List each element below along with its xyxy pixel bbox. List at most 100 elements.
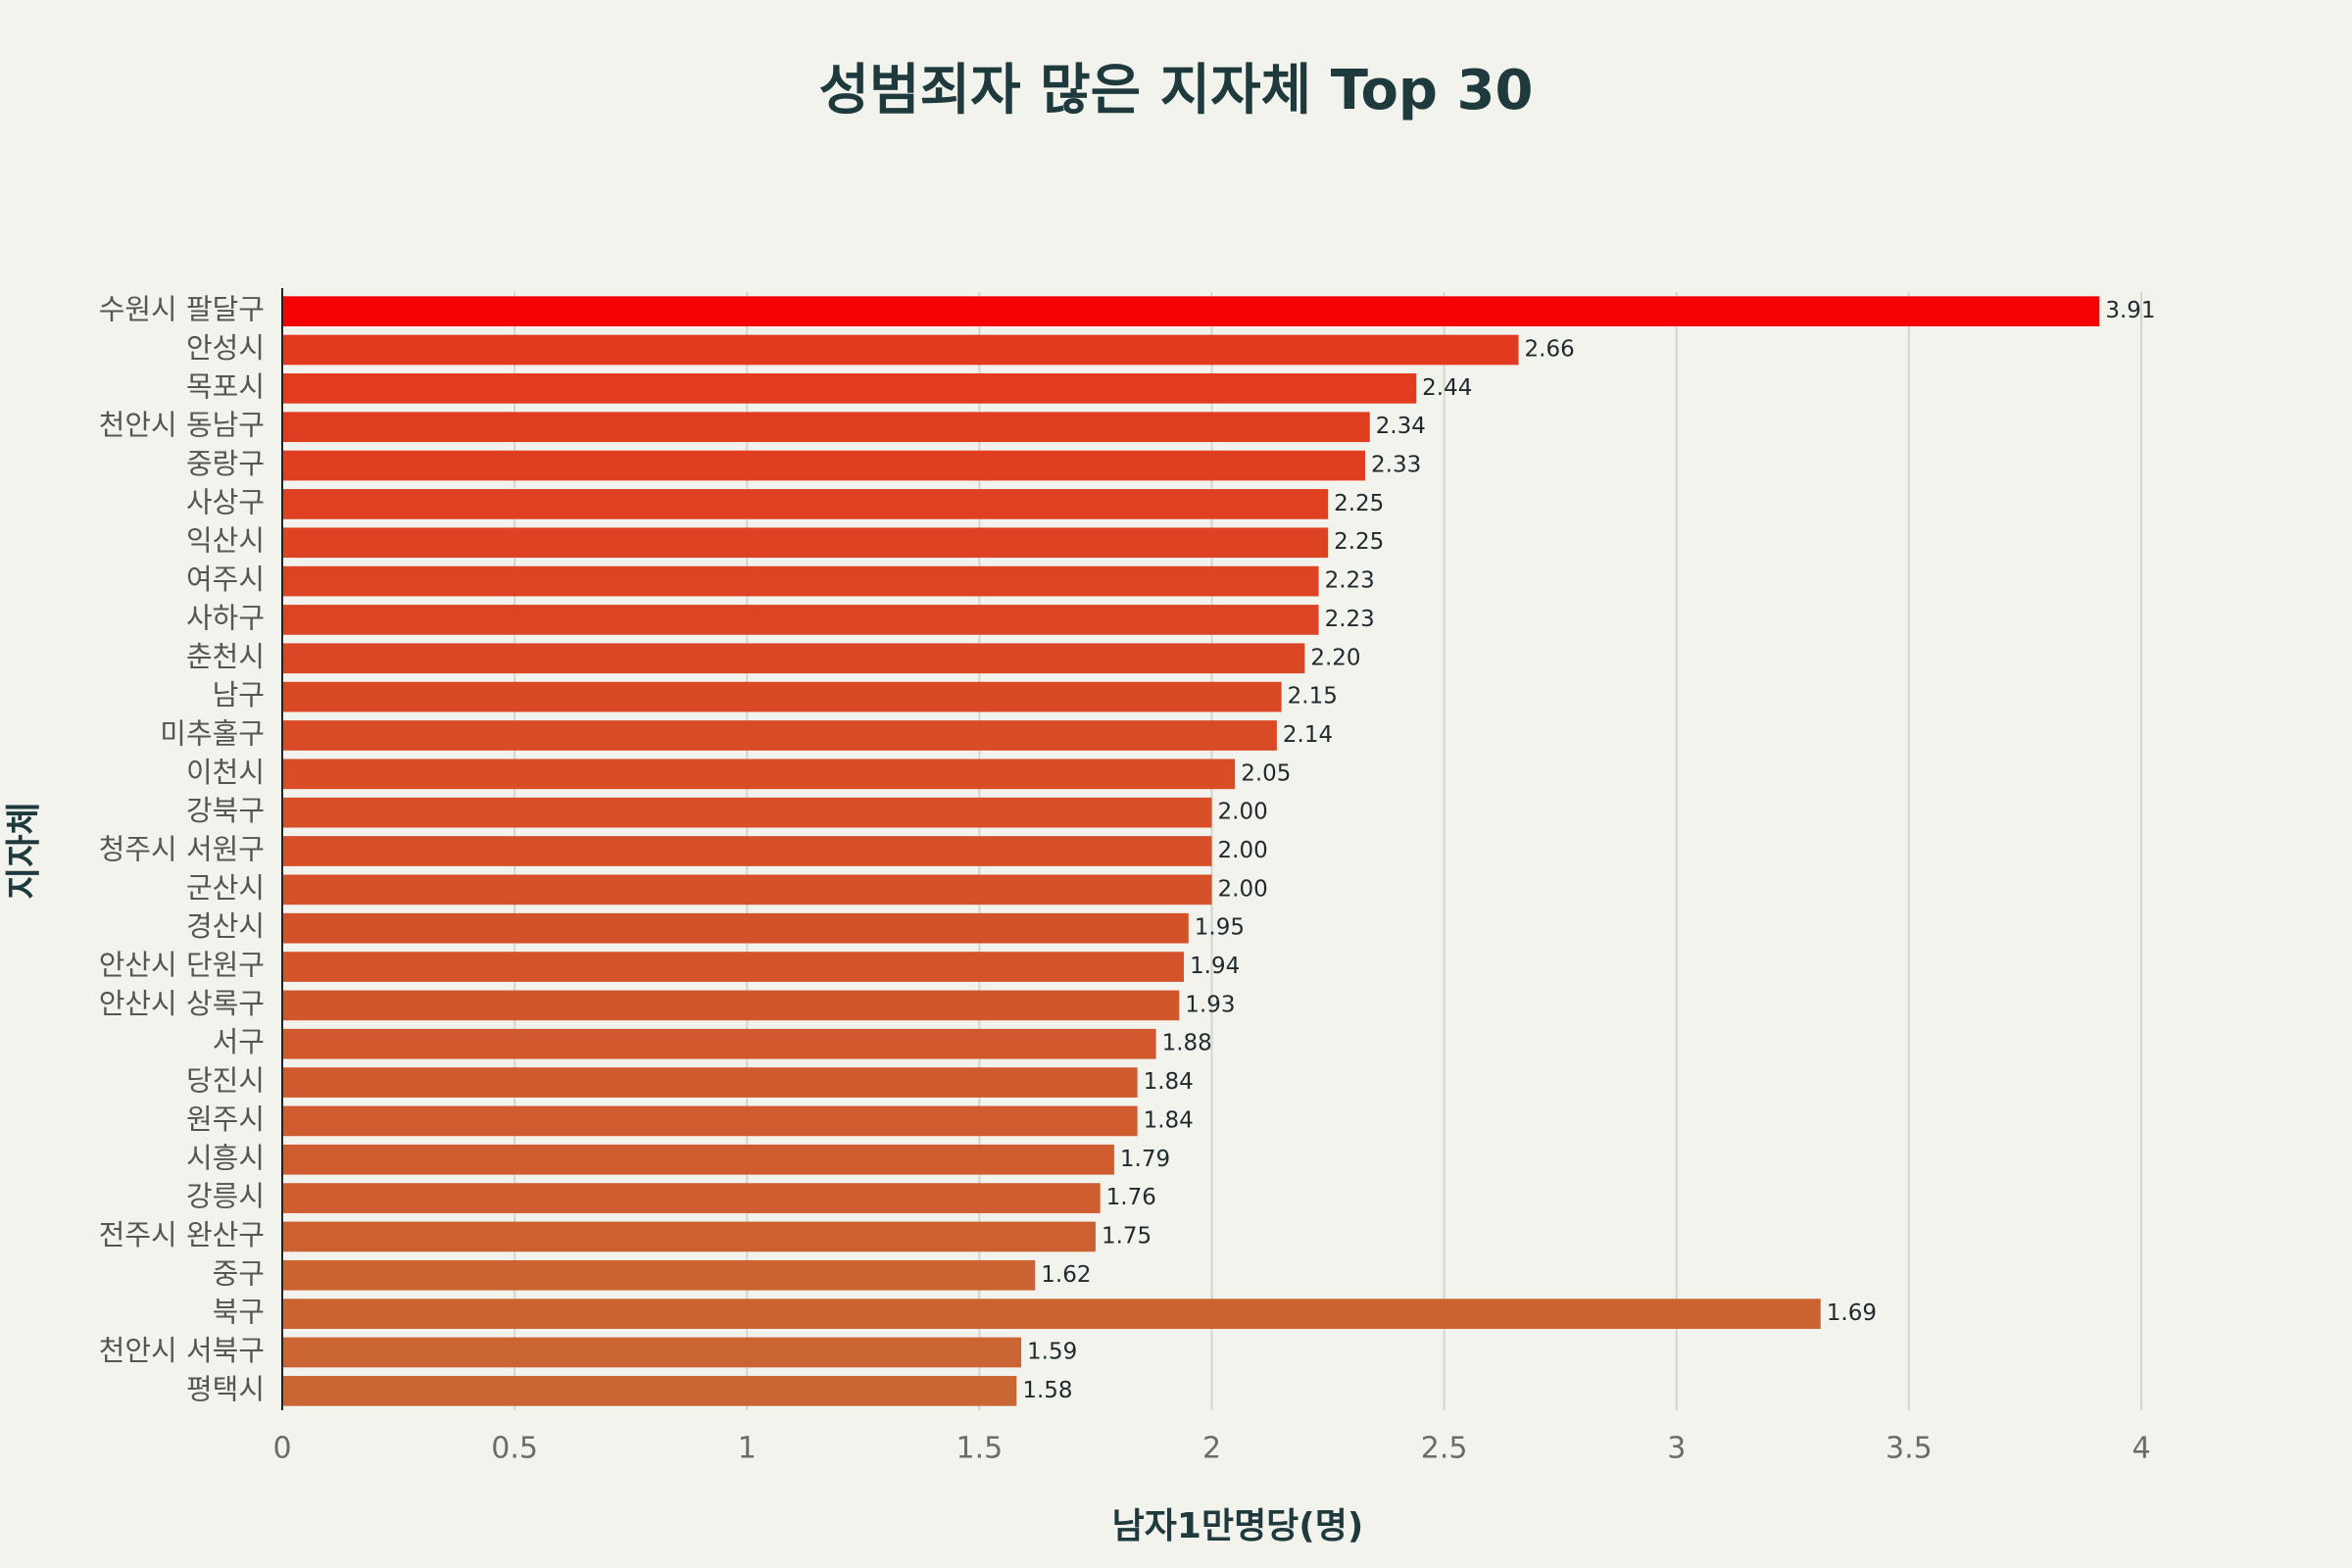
bar <box>282 1259 1036 1291</box>
bar <box>282 1221 1096 1252</box>
value-label: 2.23 <box>1325 568 1375 594</box>
bar <box>282 527 1329 559</box>
value-label: 1.75 <box>1102 1223 1152 1249</box>
value-label: 1.94 <box>1190 954 1240 979</box>
value-label: 2.23 <box>1325 607 1375 632</box>
bar <box>282 334 1519 366</box>
value-label: 1.84 <box>1144 1069 1194 1095</box>
bar <box>282 1337 1022 1368</box>
x-tick-label: 0 <box>272 1432 291 1466</box>
value-label: 2.34 <box>1376 414 1426 439</box>
value-label: 1.84 <box>1144 1107 1194 1133</box>
y-tick-label: 안성시 <box>186 331 265 365</box>
value-label: 1.93 <box>1185 992 1235 1017</box>
y-tick-label: 천안시 서북구 <box>99 1334 265 1367</box>
value-label: 1.58 <box>1022 1378 1072 1403</box>
y-tick-label: 천안시 동남구 <box>99 409 265 442</box>
y-tick-label: 강북구 <box>186 794 265 827</box>
y-axis-title: 지자체 <box>4 802 44 899</box>
x-tick-label: 0.5 <box>491 1432 538 1466</box>
y-tick-label: 중랑구 <box>186 447 265 480</box>
bar <box>282 1105 1138 1137</box>
y-tick-label: 안산시 단원구 <box>99 949 265 982</box>
bar <box>282 373 1417 404</box>
x-tick-label: 1.5 <box>956 1432 1004 1466</box>
bar <box>282 643 1305 674</box>
y-tick-label: 사하구 <box>186 601 265 634</box>
chart-title: 성범죄자 많은 지자체 Top 30 <box>819 59 1534 122</box>
value-label: 2.00 <box>1218 876 1268 902</box>
y-tick-label: 수원시 팔달구 <box>99 293 265 326</box>
x-tick-label: 2.5 <box>1421 1432 1468 1466</box>
value-label: 1.88 <box>1162 1031 1212 1056</box>
value-label: 2.00 <box>1218 800 1268 825</box>
x-tick-label: 3.5 <box>1886 1432 1933 1466</box>
value-label: 1.76 <box>1106 1185 1156 1210</box>
bar <box>282 1144 1114 1175</box>
bar <box>282 1067 1138 1098</box>
value-label: 2.33 <box>1371 453 1421 478</box>
bar <box>282 990 1180 1021</box>
y-tick-label: 서구 <box>213 1025 265 1058</box>
bar <box>282 450 1366 481</box>
value-label: 2.25 <box>1334 529 1384 555</box>
value-label: 2.00 <box>1218 838 1268 863</box>
bar <box>282 681 1282 712</box>
bar <box>282 836 1212 866</box>
value-label: 1.79 <box>1120 1147 1170 1172</box>
y-tick-label: 청주시 서원구 <box>99 833 265 866</box>
y-tick-label: 남구 <box>213 678 265 711</box>
bar <box>282 1028 1156 1059</box>
bar <box>1067 1298 1821 1329</box>
value-label: 1.95 <box>1195 915 1245 941</box>
y-tick-label: 여주시 <box>186 563 265 596</box>
value-label: 2.44 <box>1422 375 1472 401</box>
x-tick-label: 2 <box>1202 1432 1221 1466</box>
bar <box>282 412 1370 443</box>
bar <box>282 797 1212 828</box>
x-tick-label: 1 <box>738 1432 757 1466</box>
x-axis-title: 남자1만명당(명) <box>1112 1506 1364 1546</box>
value-label: 1.69 <box>1827 1300 1877 1326</box>
bar <box>282 605 1319 635</box>
value-label: 2.05 <box>1241 760 1291 786</box>
value-label: 2.20 <box>1310 645 1360 670</box>
y-tick-label: 당진시 <box>186 1064 265 1098</box>
bar <box>282 912 1189 944</box>
x-tick-label: 3 <box>1667 1432 1686 1466</box>
value-label: 2.66 <box>1525 337 1575 363</box>
y-tick-label: 강릉시 <box>186 1180 265 1213</box>
y-tick-label: 목포시 <box>186 369 265 403</box>
value-label: 3.91 <box>2105 298 2155 323</box>
x-tick-label: 4 <box>2132 1432 2150 1466</box>
y-tick-label: 평택시 <box>186 1372 265 1405</box>
y-tick-label: 익산시 <box>186 524 265 558</box>
bar <box>282 952 1185 982</box>
value-label: 2.14 <box>1283 722 1333 748</box>
y-tick-label: 시흥시 <box>186 1141 265 1174</box>
y-tick-label: 미추홀구 <box>160 716 265 750</box>
bar <box>282 1375 1017 1406</box>
bar <box>282 489 1329 519</box>
bar <box>282 565 1319 597</box>
y-tick-label: 사상구 <box>186 485 265 518</box>
bar <box>282 1183 1101 1213</box>
y-tick-label: 군산시 <box>186 871 265 905</box>
bar <box>282 759 1236 790</box>
bar <box>282 874 1212 906</box>
bar <box>282 1298 1068 1329</box>
value-label: 1.59 <box>1027 1339 1077 1364</box>
y-tick-label: 춘천시 <box>186 640 265 673</box>
value-label: 1.62 <box>1041 1262 1091 1288</box>
value-label: 2.25 <box>1334 491 1384 516</box>
bar <box>282 720 1277 751</box>
y-tick-label: 경산시 <box>186 909 265 943</box>
y-tick-label: 안산시 상록구 <box>99 987 265 1020</box>
value-label: 2.15 <box>1288 684 1338 710</box>
y-tick-label: 북구 <box>213 1296 265 1329</box>
y-tick-label: 원주시 <box>186 1102 265 1136</box>
bar <box>282 296 2100 327</box>
y-tick-label: 중구 <box>213 1256 265 1290</box>
